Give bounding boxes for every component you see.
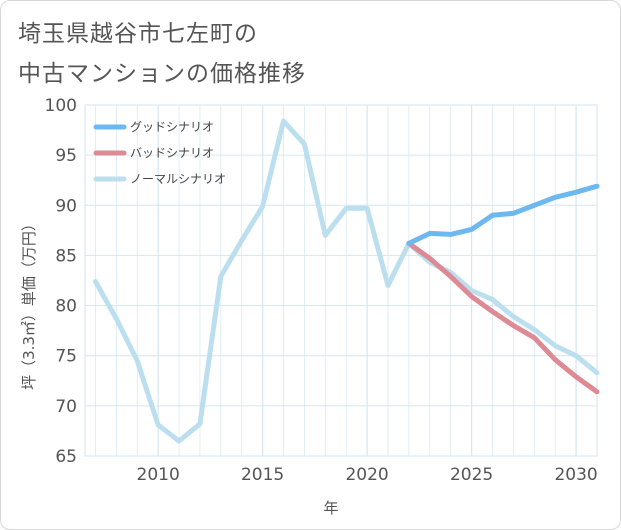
axes: 65 70 75 80 85 90 95 100 2010 2015 2020 2025 2030 <box>45 96 598 485</box>
legend-label-good: グッドシナリオ <box>130 120 214 134</box>
chart-title-line-1: 埼玉県越谷市七左町の <box>18 21 258 47</box>
x-tick-label: 2025 <box>450 465 493 485</box>
series-group <box>92 118 600 444</box>
chart-title-line-2: 中古マンションの価格推移 <box>18 61 306 87</box>
x-axis-label: 年 <box>323 499 338 517</box>
series-line-good <box>406 183 600 246</box>
x-tick-label: 2030 <box>554 465 597 485</box>
y-tick-label: 80 <box>55 297 77 317</box>
series-line-normal <box>92 118 600 444</box>
y-tick-label: 70 <box>55 397 77 417</box>
series-line-bad <box>406 240 600 395</box>
y-tick-label: 85 <box>55 246 77 266</box>
y-tick-label: 90 <box>55 196 77 216</box>
y-axis-label: 坪（3.3㎡）単価（万円） <box>20 216 38 390</box>
x-tick-label: 2015 <box>241 465 284 485</box>
y-tick-label: 65 <box>55 447 77 467</box>
y-tick-label: 95 <box>55 146 77 166</box>
plot-border <box>84 104 598 457</box>
y-tick-label: 75 <box>55 347 77 367</box>
x-tick-label: 2010 <box>137 465 180 485</box>
x-tick-label: 2020 <box>345 465 388 485</box>
y-tick-label: 100 <box>45 96 77 116</box>
legend-label-bad: バッドシナリオ <box>130 146 214 160</box>
legend-label-normal: ノーマルシナリオ <box>130 172 226 186</box>
